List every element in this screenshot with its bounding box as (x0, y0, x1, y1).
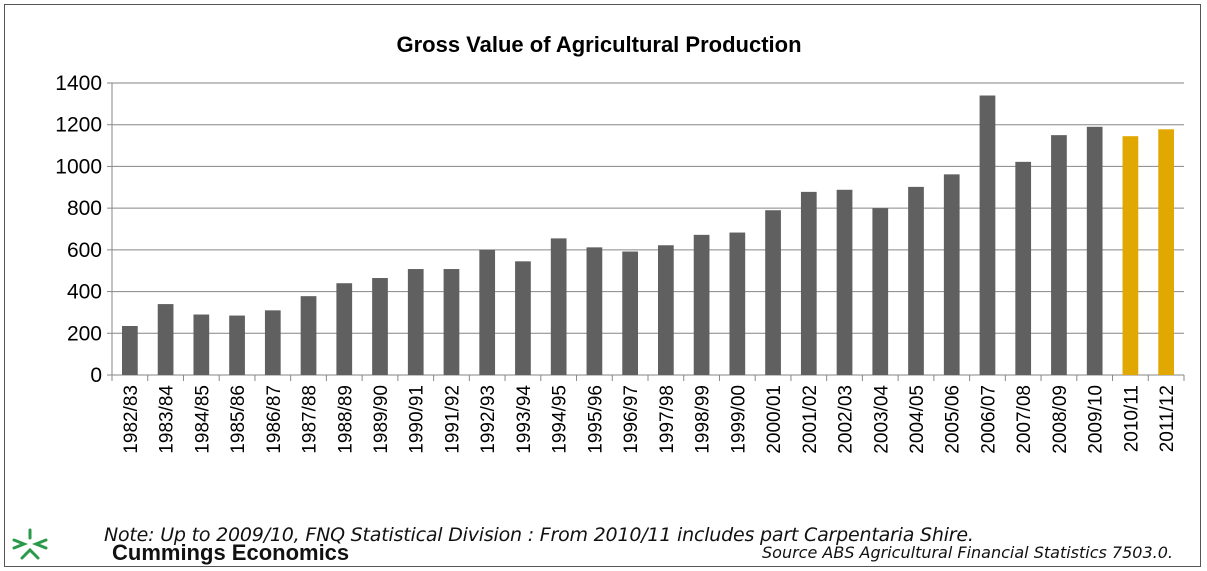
x-tick-label: 2005/06 (943, 385, 964, 454)
y-tick-label: 1200 (55, 114, 102, 137)
y-tick-label: 0 (90, 364, 102, 387)
gridlines (112, 82, 1184, 334)
x-tick-label: 1997/98 (657, 385, 678, 454)
chart-title: Gross Value of Agricultural Production (396, 32, 801, 57)
bar-1990-91 (407, 269, 424, 375)
axes (107, 82, 1185, 381)
bar-2007-08 (1015, 161, 1032, 375)
bar-1996-97 (622, 251, 638, 375)
bar-2004-05 (908, 186, 924, 375)
y-tick-label: 800 (67, 197, 102, 220)
bar-1994-95 (550, 238, 567, 375)
bar-2005-06 (943, 174, 960, 375)
bar-2006-07 (979, 95, 996, 375)
footnote: Note: Up to 2009/10, FNQ Statistical Div… (104, 524, 974, 546)
x-tick-label: 1992/93 (478, 385, 499, 454)
x-tick-label: 1984/85 (192, 385, 213, 454)
x-tick-label: 1993/94 (514, 385, 535, 454)
bar-1987-88 (300, 296, 317, 375)
bar-2009-10 (1086, 126, 1103, 375)
x-tick-label: 1989/90 (371, 385, 392, 454)
x-tick-label: 1998/99 (693, 385, 714, 454)
bar-1993-94 (515, 261, 531, 375)
x-tick-label: 1990/91 (407, 385, 428, 454)
y-tick-label: 600 (67, 239, 102, 262)
bar-2010-11 (1122, 136, 1139, 375)
x-tick-label: 2008/09 (1050, 385, 1071, 454)
x-tick-label: 1999/00 (728, 385, 749, 454)
x-tick-label: 2000/01 (764, 385, 785, 454)
x-tick-label: 1988/89 (335, 385, 356, 454)
x-tick-label: 2007/08 (1014, 385, 1035, 454)
x-tick-label: 1983/84 (157, 385, 178, 454)
x-tick-label: 2001/02 (800, 385, 821, 454)
bar-2000-01 (765, 210, 781, 375)
x-tick-labels: 1982/83 1983/84 1984/85 1985/86 1986/87 1987/… (121, 385, 1178, 454)
x-tick-label: 2004/05 (907, 385, 928, 454)
source-note: Source ABS Agricultural Financial Statis… (762, 543, 1173, 562)
y-tick-labels: 0 200 400 600 800 1000 1200 1400 (55, 72, 102, 387)
bar-1989-90 (372, 278, 388, 375)
bar-1982-83 (122, 325, 138, 375)
bar-1988-89 (336, 283, 353, 375)
cummings-economics-logo-icon (12, 528, 48, 560)
y-tick-label: 400 (67, 281, 102, 304)
y-tick-label: 1400 (55, 72, 102, 95)
bars (122, 95, 1174, 375)
x-tick-label: 1985/86 (228, 385, 249, 454)
bar-1997-98 (658, 245, 674, 375)
x-tick-label: 1995/96 (585, 385, 606, 454)
bar-2003-04 (872, 208, 889, 375)
x-tick-label: 2006/07 (978, 385, 999, 454)
bar-1986-87 (264, 310, 281, 375)
bar-1998-99 (693, 234, 710, 375)
x-tick-label: 1982/83 (121, 385, 142, 454)
y-tick-label: 200 (67, 322, 102, 345)
x-tick-label: 1991/92 (442, 385, 463, 454)
x-tick-label: 2011/12 (1157, 385, 1178, 452)
bar-2008-09 (1051, 135, 1067, 375)
x-tick-label: 2002/03 (836, 385, 857, 454)
bar-1999-00 (729, 232, 746, 375)
chart-frame (4, 4, 1201, 567)
bar-2011-12 (1158, 129, 1174, 375)
x-tick-label: 2009/10 (1086, 385, 1107, 454)
bar-1983-84 (157, 304, 174, 375)
bar-1992-93 (479, 249, 496, 375)
x-tick-label: 2003/04 (871, 385, 892, 454)
bar-1991-92 (443, 269, 460, 375)
y-tick-label: 1000 (55, 155, 102, 178)
bar-1985-86 (229, 315, 245, 375)
x-tick-label: 1986/87 (264, 385, 285, 454)
brand-name: Cummings Economics (112, 540, 350, 565)
x-tick-label: 2010/11 (1121, 385, 1142, 452)
x-tick-label: 1987/88 (300, 385, 321, 454)
x-tick-label: 1996/97 (621, 385, 642, 454)
bar-1984-85 (193, 314, 210, 375)
bar-2001-02 (800, 191, 817, 375)
bar-2002-03 (836, 189, 853, 375)
x-tick-label: 1994/95 (550, 385, 571, 454)
bar-1995-96 (586, 247, 603, 375)
